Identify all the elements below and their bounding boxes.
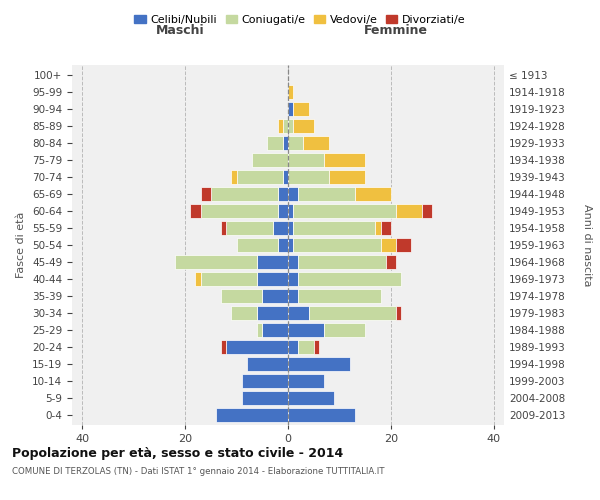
Bar — [288, 272, 298, 286]
Bar — [242, 390, 288, 405]
Bar — [314, 340, 319, 354]
Bar — [308, 306, 396, 320]
Bar — [268, 136, 283, 150]
Text: Popolazione per età, sesso e stato civile - 2014: Popolazione per età, sesso e stato civil… — [12, 448, 343, 460]
Bar — [293, 119, 314, 134]
Bar — [355, 187, 391, 202]
Bar — [293, 204, 396, 218]
Bar — [278, 187, 288, 202]
Text: COMUNE DI TERZOLAS (TN) - Dati ISTAT 1° gennaio 2014 - Elaborazione TUTTITALIA.I: COMUNE DI TERZOLAS (TN) - Dati ISTAT 1° … — [12, 468, 385, 476]
Bar — [257, 306, 288, 320]
Bar — [288, 238, 293, 252]
Bar — [283, 119, 288, 134]
Bar — [200, 187, 211, 202]
Bar — [278, 119, 283, 134]
Y-axis label: Fasce di età: Fasce di età — [16, 212, 26, 278]
Bar — [288, 153, 324, 168]
Bar — [298, 340, 314, 354]
Bar — [288, 187, 298, 202]
Bar — [236, 170, 283, 184]
Bar — [288, 119, 293, 134]
Bar — [396, 306, 401, 320]
Bar — [293, 221, 376, 235]
Bar — [288, 255, 298, 269]
Bar — [288, 221, 293, 235]
Bar — [262, 322, 288, 337]
Bar — [283, 136, 288, 150]
Bar — [252, 153, 288, 168]
Bar — [216, 408, 288, 422]
Bar — [288, 306, 308, 320]
Bar — [288, 340, 298, 354]
Bar — [298, 187, 355, 202]
Bar — [200, 272, 257, 286]
Bar — [288, 136, 304, 150]
Bar — [288, 204, 293, 218]
Bar — [232, 170, 236, 184]
Bar — [376, 221, 380, 235]
Bar — [257, 272, 288, 286]
Bar — [196, 272, 200, 286]
Y-axis label: Anni di nascita: Anni di nascita — [582, 204, 592, 286]
Bar — [262, 288, 288, 303]
Legend: Celibi/Nubili, Coniugati/e, Vedovi/e, Divorziati/e: Celibi/Nubili, Coniugati/e, Vedovi/e, Di… — [130, 10, 470, 29]
Bar — [278, 204, 288, 218]
Bar — [232, 306, 257, 320]
Bar — [200, 204, 278, 218]
Bar — [257, 255, 288, 269]
Bar — [288, 322, 324, 337]
Bar — [324, 322, 365, 337]
Bar — [175, 255, 257, 269]
Text: Maschi: Maschi — [155, 24, 205, 38]
Bar — [221, 340, 226, 354]
Bar — [288, 390, 334, 405]
Bar — [396, 204, 422, 218]
Bar — [221, 288, 262, 303]
Bar — [386, 255, 396, 269]
Bar — [211, 187, 278, 202]
Text: Femmine: Femmine — [364, 24, 428, 38]
Bar — [226, 221, 272, 235]
Bar — [293, 238, 380, 252]
Bar — [283, 170, 288, 184]
Bar — [298, 255, 386, 269]
Bar — [298, 288, 380, 303]
Bar — [298, 272, 401, 286]
Bar — [242, 374, 288, 388]
Bar — [288, 288, 298, 303]
Bar — [304, 136, 329, 150]
Bar — [278, 238, 288, 252]
Bar — [422, 204, 432, 218]
Bar — [236, 238, 278, 252]
Bar — [272, 221, 288, 235]
Bar — [380, 238, 396, 252]
Bar — [288, 170, 329, 184]
Bar — [257, 322, 262, 337]
Bar — [396, 238, 412, 252]
Bar — [288, 356, 350, 371]
Bar — [380, 221, 391, 235]
Bar — [226, 340, 288, 354]
Bar — [247, 356, 288, 371]
Bar — [324, 153, 365, 168]
Bar — [288, 374, 324, 388]
Bar — [288, 408, 355, 422]
Bar — [190, 204, 200, 218]
Bar — [221, 221, 226, 235]
Bar — [288, 102, 293, 117]
Bar — [288, 85, 293, 100]
Bar — [293, 102, 308, 117]
Bar — [329, 170, 365, 184]
